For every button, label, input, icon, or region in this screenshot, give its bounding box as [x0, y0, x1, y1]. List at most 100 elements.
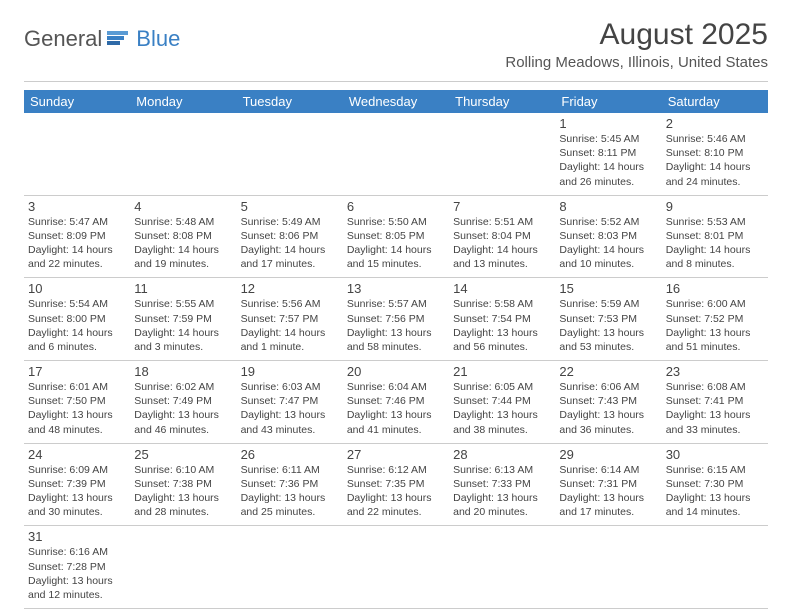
calendar-cell: 21Sunrise: 6:05 AMSunset: 7:44 PMDayligh… — [449, 361, 555, 444]
day-info-line: and 17 minutes. — [241, 257, 339, 271]
day-info-line: Sunrise: 6:11 AM — [241, 463, 339, 477]
day-info-line: Sunset: 8:04 PM — [453, 229, 551, 243]
weekday-header: Wednesday — [343, 90, 449, 113]
day-info-line: Sunrise: 5:45 AM — [559, 132, 657, 146]
day-number: 25 — [134, 447, 232, 462]
day-info-line: and 53 minutes. — [559, 340, 657, 354]
day-info-line: Daylight: 14 hours — [347, 243, 445, 257]
calendar-cell: 16Sunrise: 6:00 AMSunset: 7:52 PMDayligh… — [662, 278, 768, 361]
day-info-line: Sunrise: 6:04 AM — [347, 380, 445, 394]
calendar-cell — [555, 526, 661, 609]
calendar-cell: 17Sunrise: 6:01 AMSunset: 7:50 PMDayligh… — [24, 361, 130, 444]
day-info-line: Sunrise: 5:48 AM — [134, 215, 232, 229]
logo-text-part1: General — [24, 26, 102, 52]
day-info-line: Sunrise: 5:47 AM — [28, 215, 126, 229]
day-info-line: Daylight: 14 hours — [666, 243, 764, 257]
day-number: 22 — [559, 364, 657, 379]
logo: General Blue — [24, 26, 180, 52]
day-info-line: Sunrise: 6:02 AM — [134, 380, 232, 394]
day-info-line: Daylight: 13 hours — [453, 408, 551, 422]
calendar-cell: 13Sunrise: 5:57 AMSunset: 7:56 PMDayligh… — [343, 278, 449, 361]
day-info-line: Sunrise: 6:06 AM — [559, 380, 657, 394]
day-number: 29 — [559, 447, 657, 462]
day-info-line: Daylight: 13 hours — [559, 326, 657, 340]
day-info-line: Daylight: 13 hours — [347, 326, 445, 340]
day-info-line: Sunrise: 5:54 AM — [28, 297, 126, 311]
day-number: 6 — [347, 199, 445, 214]
day-info-line: and 10 minutes. — [559, 257, 657, 271]
calendar-row: 17Sunrise: 6:01 AMSunset: 7:50 PMDayligh… — [24, 361, 768, 444]
day-info-line: Sunrise: 6:05 AM — [453, 380, 551, 394]
calendar-cell: 19Sunrise: 6:03 AMSunset: 7:47 PMDayligh… — [237, 361, 343, 444]
day-number: 16 — [666, 281, 764, 296]
calendar-cell: 11Sunrise: 5:55 AMSunset: 7:59 PMDayligh… — [130, 278, 236, 361]
day-info-line: Daylight: 13 hours — [134, 408, 232, 422]
day-info-line: Sunset: 8:03 PM — [559, 229, 657, 243]
calendar-cell: 9Sunrise: 5:53 AMSunset: 8:01 PMDaylight… — [662, 195, 768, 278]
calendar-cell — [130, 113, 236, 195]
calendar-row: 31Sunrise: 6:16 AMSunset: 7:28 PMDayligh… — [24, 526, 768, 609]
day-info-line: Daylight: 13 hours — [453, 491, 551, 505]
day-info-line: Sunset: 7:56 PM — [347, 312, 445, 326]
calendar-body: 1Sunrise: 5:45 AMSunset: 8:11 PMDaylight… — [24, 113, 768, 609]
day-info-line: Sunset: 7:41 PM — [666, 394, 764, 408]
calendar-cell: 26Sunrise: 6:11 AMSunset: 7:36 PMDayligh… — [237, 443, 343, 526]
day-info-line: and 12 minutes. — [28, 588, 126, 602]
day-number: 10 — [28, 281, 126, 296]
calendar-cell: 27Sunrise: 6:12 AMSunset: 7:35 PMDayligh… — [343, 443, 449, 526]
day-info-line: Daylight: 13 hours — [241, 491, 339, 505]
day-info-line: Daylight: 13 hours — [28, 574, 126, 588]
day-info-line: and 46 minutes. — [134, 423, 232, 437]
day-info-line: Daylight: 14 hours — [28, 243, 126, 257]
day-info-line: Sunset: 7:52 PM — [666, 312, 764, 326]
day-info-line: Sunset: 7:36 PM — [241, 477, 339, 491]
calendar-table: Sunday Monday Tuesday Wednesday Thursday… — [24, 90, 768, 609]
calendar-cell: 24Sunrise: 6:09 AMSunset: 7:39 PMDayligh… — [24, 443, 130, 526]
calendar-cell — [343, 113, 449, 195]
calendar-cell: 23Sunrise: 6:08 AMSunset: 7:41 PMDayligh… — [662, 361, 768, 444]
day-number: 5 — [241, 199, 339, 214]
title-block: August 2025 Rolling Meadows, Illinois, U… — [505, 18, 768, 71]
day-info-line: Sunrise: 5:49 AM — [241, 215, 339, 229]
day-info-line: Sunrise: 6:10 AM — [134, 463, 232, 477]
weekday-header: Monday — [130, 90, 236, 113]
day-info-line: Daylight: 13 hours — [666, 491, 764, 505]
day-info-line: and 30 minutes. — [28, 505, 126, 519]
calendar-row: 24Sunrise: 6:09 AMSunset: 7:39 PMDayligh… — [24, 443, 768, 526]
day-info-line: Daylight: 13 hours — [241, 408, 339, 422]
day-info-line: Sunrise: 5:51 AM — [453, 215, 551, 229]
calendar-cell: 30Sunrise: 6:15 AMSunset: 7:30 PMDayligh… — [662, 443, 768, 526]
day-info-line: Sunrise: 6:12 AM — [347, 463, 445, 477]
day-info-line: Sunset: 7:30 PM — [666, 477, 764, 491]
day-info-line: Daylight: 14 hours — [28, 326, 126, 340]
day-info-line: Daylight: 14 hours — [134, 243, 232, 257]
calendar-cell: 28Sunrise: 6:13 AMSunset: 7:33 PMDayligh… — [449, 443, 555, 526]
day-number: 21 — [453, 364, 551, 379]
month-title: August 2025 — [505, 18, 768, 52]
calendar-cell — [449, 526, 555, 609]
day-info-line: Sunrise: 5:58 AM — [453, 297, 551, 311]
calendar-cell: 15Sunrise: 5:59 AMSunset: 7:53 PMDayligh… — [555, 278, 661, 361]
day-info-line: Sunrise: 5:53 AM — [666, 215, 764, 229]
day-info-line: Sunset: 7:49 PM — [134, 394, 232, 408]
calendar-cell: 7Sunrise: 5:51 AMSunset: 8:04 PMDaylight… — [449, 195, 555, 278]
weekday-header-row: Sunday Monday Tuesday Wednesday Thursday… — [24, 90, 768, 113]
calendar-cell — [24, 113, 130, 195]
calendar-cell: 10Sunrise: 5:54 AMSunset: 8:00 PMDayligh… — [24, 278, 130, 361]
day-info-line: Daylight: 13 hours — [453, 326, 551, 340]
calendar-cell: 14Sunrise: 5:58 AMSunset: 7:54 PMDayligh… — [449, 278, 555, 361]
day-info-line: and 6 minutes. — [28, 340, 126, 354]
day-info-line: Sunrise: 6:08 AM — [666, 380, 764, 394]
calendar-cell — [237, 113, 343, 195]
day-number: 13 — [347, 281, 445, 296]
day-info-line: and 26 minutes. — [559, 175, 657, 189]
weekday-header: Tuesday — [237, 90, 343, 113]
day-info-line: Sunset: 8:05 PM — [347, 229, 445, 243]
calendar-cell: 8Sunrise: 5:52 AMSunset: 8:03 PMDaylight… — [555, 195, 661, 278]
day-info-line: and 24 minutes. — [666, 175, 764, 189]
day-number: 8 — [559, 199, 657, 214]
calendar-cell: 25Sunrise: 6:10 AMSunset: 7:38 PMDayligh… — [130, 443, 236, 526]
day-info-line: Sunset: 7:44 PM — [453, 394, 551, 408]
day-info-line: Sunset: 7:50 PM — [28, 394, 126, 408]
day-info-line: Sunrise: 6:16 AM — [28, 545, 126, 559]
